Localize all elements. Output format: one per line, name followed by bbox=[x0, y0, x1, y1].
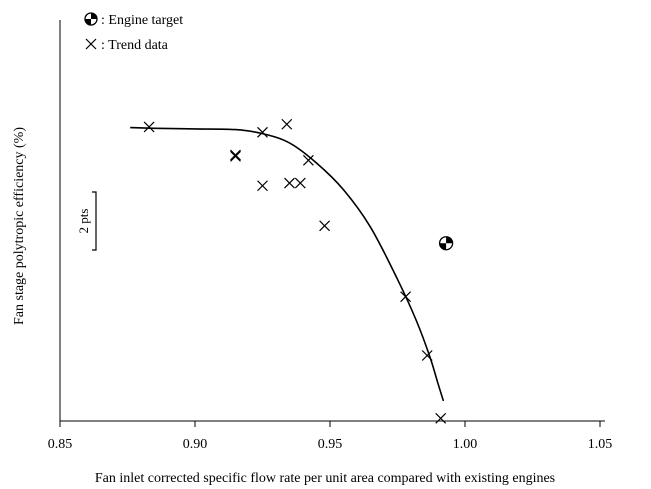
trend-data-point-7 bbox=[294, 177, 306, 189]
scale-bar-label: 2 pts bbox=[76, 209, 91, 234]
trend-data-point-3 bbox=[257, 126, 268, 138]
legend: : Engine target : Trend data bbox=[84, 12, 183, 53]
x-tick-label-2: 0.95 bbox=[318, 437, 343, 452]
legend-engine-target-icon bbox=[84, 12, 98, 26]
scale-bar-bracket bbox=[92, 191, 97, 251]
x-tick-label-0: 0.85 bbox=[48, 437, 73, 452]
trend-data-point-5 bbox=[281, 118, 293, 130]
trend-data-point-11 bbox=[421, 350, 433, 361]
legend-engine-target-label: : Engine target bbox=[101, 13, 183, 28]
trend-data-point-12 bbox=[435, 412, 447, 424]
trend-data-point-1 bbox=[230, 150, 241, 162]
chart-marks bbox=[130, 118, 454, 424]
legend-trend-data-icon bbox=[85, 38, 97, 50]
trend-data-point-4 bbox=[257, 180, 268, 192]
x-tick-label-1: 0.90 bbox=[183, 437, 208, 452]
scale-bar: 2 pts bbox=[76, 191, 97, 251]
trend-data-point-8 bbox=[302, 154, 314, 166]
trend-data-point-0 bbox=[143, 121, 155, 133]
y-axis-label: Fan stage polytropic efficiency (%) bbox=[12, 127, 27, 325]
x-axis-label: Fan inlet corrected specific flow rate p… bbox=[95, 471, 555, 486]
legend-trend-data-label: : Trend data bbox=[101, 38, 169, 53]
x-tick-label-3: 1.00 bbox=[453, 437, 478, 452]
trend-data-point-9 bbox=[319, 220, 331, 232]
engine-target-point-0 bbox=[438, 236, 454, 251]
x-ticks: 0.85 0.90 0.95 1.00 1.05 bbox=[48, 421, 613, 452]
trend-data-point-10 bbox=[400, 291, 412, 303]
trend-data-point-2 bbox=[230, 149, 241, 161]
trend-curve bbox=[130, 126, 445, 402]
x-tick-label-4: 1.05 bbox=[588, 437, 613, 452]
trend-data-point-6 bbox=[284, 177, 295, 189]
